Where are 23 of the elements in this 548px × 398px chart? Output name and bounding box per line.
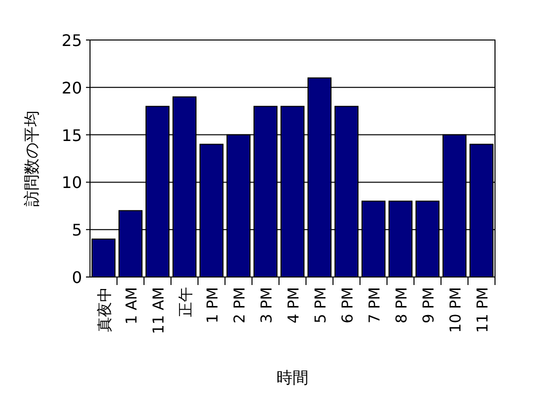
y-tick-label: 5 <box>72 220 82 240</box>
x-tick-label: 8 PM <box>392 287 410 324</box>
x-tick-label: 11 AM <box>150 287 168 334</box>
x-tick-label: 7 PM <box>366 287 384 324</box>
x-tick-label: 3 PM <box>258 287 276 324</box>
x-tick-label: 2 PM <box>230 287 248 324</box>
x-tick-label: 1 PM <box>204 287 222 324</box>
x-tick-label: 1 AM <box>122 287 140 325</box>
x-axis-title: 時間 <box>276 368 308 387</box>
y-tick-label: 0 <box>72 268 82 287</box>
y-tick-label: 20 <box>62 78 82 98</box>
x-tick-label: 4 PM <box>284 287 302 324</box>
x-tick-label: 真夜中 <box>96 287 114 332</box>
x-tick-label: 正午 <box>176 287 194 317</box>
y-tick-label: 10 <box>62 173 82 192</box>
y-tick-label: 15 <box>62 126 82 145</box>
x-tick-label: 9 PM <box>420 287 438 324</box>
x-tick-label: 6 PM <box>338 287 356 324</box>
y-axis-title: 訪問数の平均 <box>22 110 41 206</box>
y-tick-label: 25 <box>62 31 82 50</box>
x-tick-label: 5 PM <box>312 287 330 324</box>
x-tick-label: 10 PM <box>446 287 464 333</box>
x-tick-label: 11 PM <box>474 287 492 333</box>
